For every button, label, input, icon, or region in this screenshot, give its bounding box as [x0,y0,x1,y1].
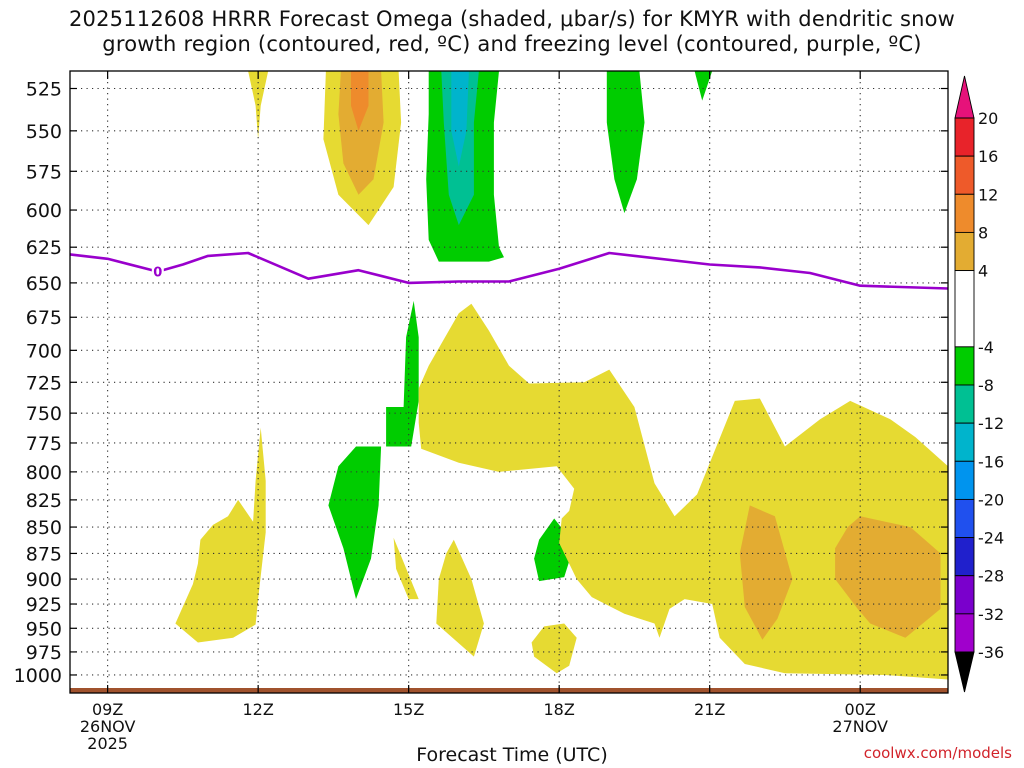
colorbar-bin--36--32 [954,613,975,653]
y-tick-label-975: 975 [26,642,62,664]
omega-region-9 [386,300,419,447]
y-axis: 525 550 575 600 625 650 675 700 725 750 775 800 825 8… [14,79,948,687]
colorbar-label-12: 12 [978,185,998,204]
freezing-label-bg [151,264,164,279]
omega-region-6 [451,71,469,167]
colorbar-bin-8-12 [954,193,975,233]
colorbar-label--4: -4 [978,338,994,357]
freezing-level-line [69,251,949,290]
y-tick-label-775: 775 [26,433,62,455]
omega-region-15 [531,623,577,674]
colorbar-label--12: -12 [978,414,1004,433]
credit-link[interactable]: coolwx.com/models [863,744,1012,762]
y-tick-label-675: 675 [26,307,62,329]
chart-title-line2: growth region (contoured, red, ºC) and f… [102,32,922,56]
y-tick-label-925: 925 [26,594,62,616]
omega-region-13 [393,537,419,600]
y-tick-label-900: 900 [26,569,62,591]
colorbar-label-16: 16 [978,147,998,166]
omega-region-2 [338,71,384,195]
colorbar-bin--32--28 [954,575,975,615]
colorbar-bin--24--20 [954,498,975,539]
colorbar-label-4: 4 [978,262,988,281]
colorbar-label--24: -24 [978,529,1004,548]
x-tick-label-27NOV: 27NOV [832,717,888,736]
y-tick-label-875: 875 [26,543,62,565]
omega-region-8 [694,71,713,101]
ground-strip-bar [70,688,948,693]
colorbar-label--32: -32 [978,605,1004,624]
omega-region-18 [835,516,941,638]
colorbar-bin-16-20 [954,117,975,157]
colorbar-label--28: -28 [978,567,1004,586]
y-tick-label-625: 625 [26,237,62,259]
x-tick-label-18Z: 18Z [544,700,575,719]
chart-title-line1: 2025112608 HRRR Forecast Omega (shaded, … [68,7,956,31]
y-tick-label-550: 550 [26,121,62,143]
y-tick-label-1000: 1000 [14,665,62,687]
freezing-level: 0 [69,251,949,290]
y-tick-label-825: 825 [26,490,62,512]
x-tick-label-26NOV: 26NOV [80,717,136,736]
omega-region-12 [175,427,266,643]
colorbar-label--8: -8 [978,376,994,395]
y-tick-label-525: 525 [26,79,62,101]
gridlines [70,71,948,693]
omega-region-16 [418,303,948,680]
colorbar-under-arrow [954,651,975,693]
y-tick-label-700: 700 [26,340,62,362]
x-axis-label: Forecast Time (UTC) [416,744,608,766]
y-tick-label-850: 850 [26,517,62,539]
colorbar-label-8: 8 [978,223,988,242]
colorbar-bin--8--4 [954,346,975,386]
x-tick-label-21Z: 21Z [694,700,725,719]
x-tick-label-09Z: 09Z [92,700,123,719]
y-tick-label-650: 650 [26,273,62,295]
omega-region-7 [606,71,645,214]
y-tick-label-575: 575 [26,161,62,183]
ground-strip [70,688,948,693]
omega-region-14 [436,539,484,657]
x-tick-label-2025: 2025 [87,734,128,753]
x-tick-label-00Z: 00Z [845,700,876,719]
y-tick-label-950: 950 [26,618,62,640]
omega-region-17 [739,505,793,640]
colorbar-bin--20--16 [954,460,975,500]
omega-region-3 [351,71,369,131]
colorbar-bin--28--24 [954,537,975,577]
colorbar-bin--12--8 [954,384,975,424]
colorbar-label-20: 20 [978,109,998,128]
freezing-level-label: 0 [153,266,162,281]
colorbar-over-arrow [954,75,975,119]
y-tick-label-600: 600 [26,200,62,222]
y-tick-label-725: 725 [26,372,62,394]
colorbar-label--16: -16 [978,452,1004,471]
colorbar: 20 16 12 8 4 -4 -8 -12 -16 -20 -24 -28 -32 -36 [954,75,1004,693]
colorbar-label--36: -36 [978,643,1004,662]
x-tick-label-15Z: 15Z [393,700,424,719]
y-tick-label-750: 750 [26,403,62,425]
omega-shading [175,71,948,680]
colorbar-bin--4-4 [954,270,975,348]
colorbar-bin-12-16 [954,155,975,195]
x-tick-label-12Z: 12Z [242,700,273,719]
colorbar-bin--16--12 [954,422,975,462]
omega-region-10 [328,446,382,600]
y-tick-label-800: 800 [26,462,62,484]
colorbar-bin-4-8 [954,231,975,272]
colorbar-label--20: -20 [978,490,1004,509]
